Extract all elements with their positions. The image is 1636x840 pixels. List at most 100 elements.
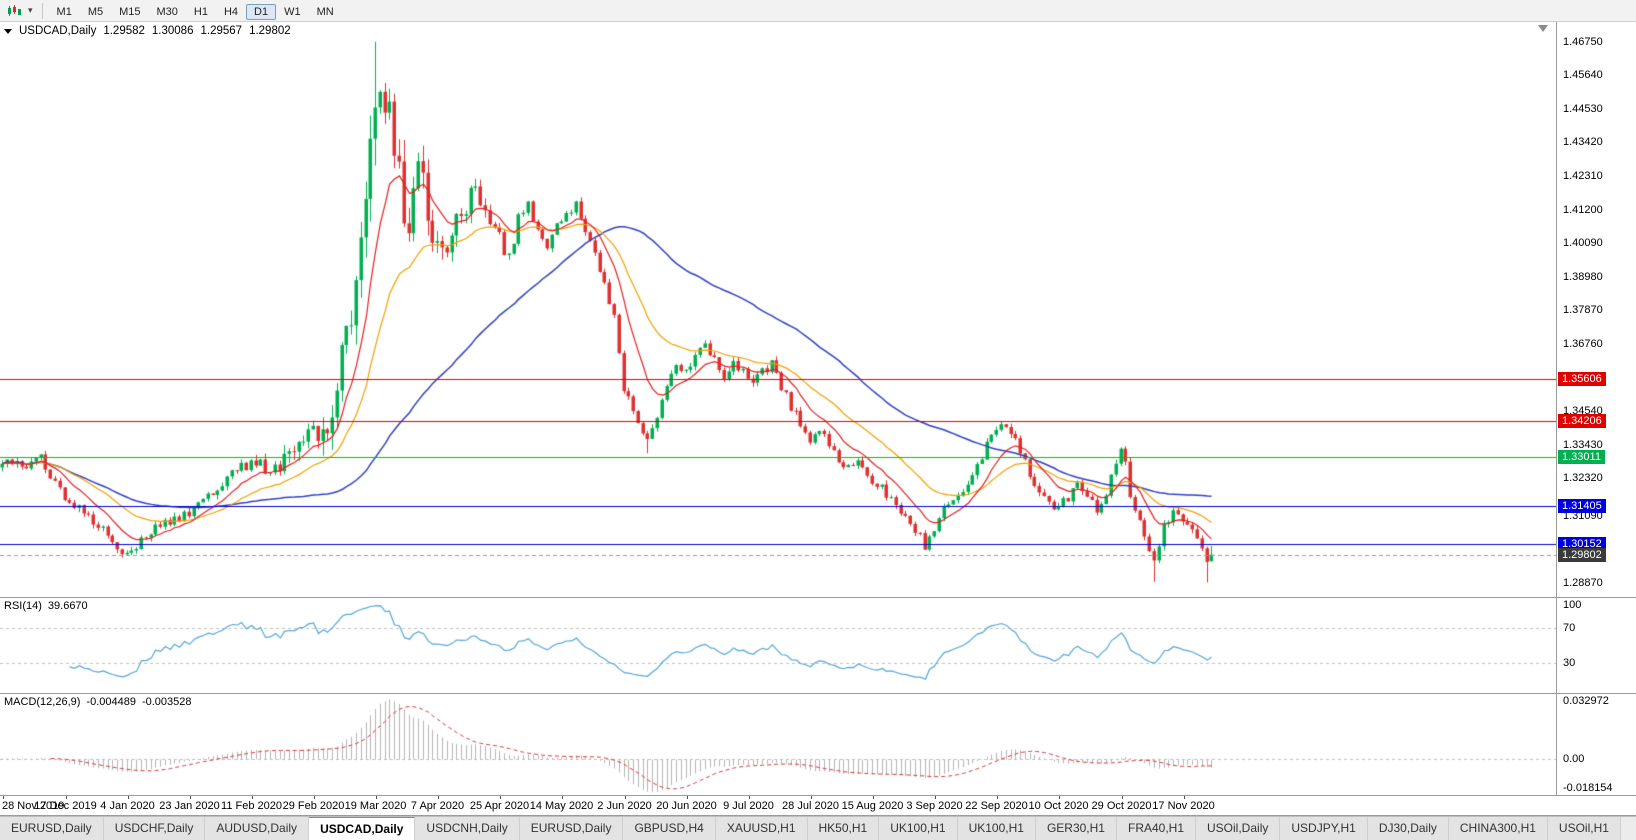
rsi-name: RSI(14): [4, 600, 42, 612]
macd-signal-value: -0.003528: [141, 696, 192, 708]
time-tick: [127, 796, 129, 799]
time-tick: [748, 796, 750, 799]
timeframe-buttons: M1 M5 M15 M30 H1 H4 D1 W1 MN: [49, 2, 342, 20]
macd-panel: MACD(12,26,9) -0.004489 -0.003528 0.0329…: [0, 694, 1636, 796]
macd-label: MACD(12,26,9) -0.004489 -0.003528: [4, 696, 192, 708]
time-label: 19 Mar 2020: [344, 800, 407, 812]
price-axis[interactable]: 1.46750 1.45640 1.44530 1.43420 1.42310 1.412…: [1556, 22, 1636, 597]
timeframe-button-m15[interactable]: M15: [119, 5, 141, 18]
price-tick: 1.41200: [1563, 203, 1603, 216]
price-level-badge: 1.33011: [1558, 450, 1605, 465]
chart-tab-eurusd-daily[interactable]: EURUSD,Daily: [519, 817, 624, 840]
chart-tab-eurusd-daily[interactable]: EURUSD,Daily: [0, 817, 104, 840]
timeframe-button-m30[interactable]: M30: [156, 5, 178, 18]
time-tick: [686, 796, 688, 799]
chart-tab-uk100-h1[interactable]: UK100,H1: [957, 817, 1036, 840]
chart-tab-fra40-h1[interactable]: FRA40,H1: [1116, 817, 1197, 840]
chart-ohlc-readout: USDCAD,Daily 1.29582 1.30086 1.29567 1.2…: [4, 25, 291, 37]
price-tick: 1.34540: [1563, 405, 1603, 418]
chart-tab-dj30-daily[interactable]: DJ30,Daily: [1367, 817, 1449, 840]
chart-tab-usdjpy-h1[interactable]: USDJPY,H1: [1280, 817, 1368, 840]
timeframe-button-w1[interactable]: W1: [284, 5, 301, 18]
chart-tabs: EURUSD,Daily USDCHF,Daily AUDUSD,Daily USDC…: [0, 816, 1636, 840]
timeframe-button-d1[interactable]: D1: [246, 3, 277, 20]
time-tick: [2, 796, 4, 799]
chart-tab-usoil-daily[interactable]: USOil,Daily: [1196, 817, 1281, 840]
macd-plot[interactable]: [0, 694, 1556, 795]
price-level-badge: 1.31405: [1558, 499, 1606, 514]
time-label: 9 Jul 2020: [723, 800, 774, 812]
timeframe-button-m1[interactable]: M1: [56, 5, 72, 18]
timeframe-button-h4[interactable]: H4: [223, 5, 239, 18]
main-chart-plot[interactable]: [0, 22, 1556, 597]
price-level-badge: 1.34206: [1558, 414, 1606, 429]
timeframe-button-h1[interactable]: H1: [193, 5, 208, 18]
time-tick: [189, 796, 191, 799]
chart-shift-marker-icon[interactable]: [1538, 25, 1548, 32]
chart-type-dropdown-caret-icon[interactable]: ▾: [28, 5, 33, 15]
price-tick: 1.43420: [1563, 136, 1603, 149]
time-label: 29 Feb 2020: [282, 800, 345, 812]
main-chart-panel: USDCAD,Daily 1.29582 1.30086 1.29567 1.2…: [0, 22, 1636, 598]
rsi-tick: 100: [1563, 599, 1582, 611]
timeframe-button-m5[interactable]: M5: [87, 5, 104, 18]
time-label: 7 Apr 2020: [410, 800, 465, 812]
price-tick: 1.32320: [1563, 472, 1603, 485]
time-label: 3 Sep 2020: [906, 800, 963, 812]
time-label: 15 Aug 2020: [841, 800, 904, 812]
chart-tab-hk50-h1[interactable]: HK50,H1: [807, 817, 880, 840]
time-label: 28 Nov 2019: [2, 800, 65, 812]
one-click-trading-caret-icon[interactable]: [4, 28, 12, 34]
time-tick: [1183, 796, 1185, 799]
price-level-badge: 1.30152: [1558, 536, 1606, 551]
time-tick: [1121, 796, 1123, 799]
time-tick: [996, 796, 998, 799]
chart-type-icon[interactable]: [4, 4, 24, 17]
time-axis[interactable]: 28 Nov 2019 17 Dec 2019 4 Jan 2020 23 Jan 2…: [0, 796, 1636, 816]
chart-tab-usdcnh-daily[interactable]: USDCNH,Daily: [415, 817, 520, 840]
macd-axis[interactable]: 0.032972 0.00 -0.018154: [1556, 694, 1636, 795]
time-tick: [872, 796, 874, 799]
macd-canvas[interactable]: [0, 694, 1556, 795]
time-tick: [313, 796, 315, 799]
chart-tab-usoil-h1[interactable]: USOil,H1: [1547, 817, 1621, 840]
rsi-label: RSI(14) 39.6670: [4, 600, 88, 612]
ohlc-high: 1.30086: [151, 25, 194, 37]
chart-tab-usdcad-daily[interactable]: USDCAD,Daily: [309, 817, 416, 840]
chart-tab-gbpusd-h4[interactable]: GBPUSD,H4: [623, 817, 716, 840]
time-label: 4 Jan 2020: [100, 800, 155, 812]
time-tick: [251, 796, 253, 799]
time-label: 25 Apr 2020: [469, 800, 530, 812]
main-chart-canvas[interactable]: [0, 22, 1556, 597]
chart-panels: USDCAD,Daily 1.29582 1.30086 1.29567 1.2…: [0, 22, 1636, 816]
macd-tick: 0.00: [1563, 752, 1585, 765]
time-label: 17 Dec 2019: [34, 800, 97, 812]
chart-symbol-label: USDCAD,Daily: [19, 25, 97, 37]
rsi-tick: 30: [1563, 657, 1576, 670]
chart-tab-audusd-daily[interactable]: AUDUSD,Daily: [205, 817, 310, 840]
time-tick: [561, 796, 563, 799]
timeframe-button-mn[interactable]: MN: [316, 5, 334, 18]
ohlc-low: 1.29567: [200, 25, 243, 37]
rsi-canvas[interactable]: [0, 598, 1556, 693]
time-tick: [499, 796, 501, 799]
time-tick: [624, 796, 626, 799]
time-label: 17 Nov 2020: [1152, 800, 1215, 812]
time-label: 14 May 2020: [529, 800, 594, 812]
chart-tab-ger30-h1[interactable]: GER30,H1: [1035, 817, 1117, 840]
time-label: 10 Oct 2020: [1028, 800, 1089, 812]
chart-tab-china300-h1[interactable]: CHINA300,H1: [1448, 817, 1548, 840]
rsi-plot[interactable]: [0, 598, 1556, 693]
time-label: 2 Jun 2020: [597, 800, 652, 812]
time-tick: [65, 796, 67, 799]
price-tick: 1.46750: [1563, 35, 1603, 48]
price-tick: 1.28870: [1563, 576, 1603, 589]
chart-tab-uk100-h1[interactable]: UK100,H1: [879, 817, 958, 840]
rsi-axis[interactable]: 100 70 30: [1556, 598, 1636, 693]
time-tick: [437, 796, 439, 799]
rsi-tick: 70: [1563, 621, 1576, 634]
time-label: 22 Sep 2020: [965, 800, 1028, 812]
chart-tab-xauusd-h1[interactable]: XAUUSD,H1: [715, 817, 808, 840]
chart-tab-usdchf-daily[interactable]: USDCHF,Daily: [103, 817, 206, 840]
price-level-badge: 1.29802: [1558, 547, 1606, 562]
